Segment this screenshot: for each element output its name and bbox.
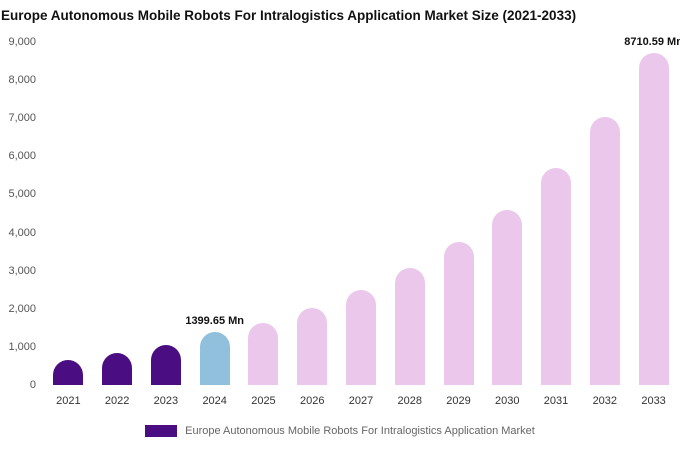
- bar-column-2021: [44, 42, 93, 385]
- x-tick-2031: 2031: [543, 395, 569, 407]
- bar-2032: [589, 116, 620, 385]
- y-tick-1,000: 1,000: [8, 340, 36, 353]
- y-axis: 0 1,000 2,000 3,000 4,000 5,000 6,000 7,000 8,00…: [0, 36, 36, 391]
- x-tick-2027: 2027: [348, 395, 374, 407]
- x-tick-2030: 2030: [495, 395, 520, 407]
- x-tick-2033: 2033: [641, 395, 666, 407]
- legend-label: Europe Autonomous Mobile Robots For Intr…: [185, 425, 535, 437]
- x-tick-2026: 2026: [299, 395, 325, 407]
- bar-column-2026: [288, 42, 337, 385]
- x-tick-2021: 2021: [56, 395, 81, 407]
- x-tick-2029: 2029: [446, 395, 471, 407]
- bar-2031: [541, 167, 572, 385]
- bar-2028: [394, 267, 425, 385]
- x-axis: 2021 2022 2023 2024 2025 2026 2027 2028 2029 2030…: [44, 395, 678, 407]
- bar-column-2027: [337, 42, 386, 385]
- y-tick-0: 0: [29, 379, 36, 391]
- legend-swatch-icon: [145, 425, 178, 437]
- y-tick-4,000: 4,000: [8, 226, 36, 239]
- x-tick-2023: 2023: [153, 395, 179, 407]
- bar-column-2023: [142, 42, 191, 385]
- bar-2025: [248, 322, 279, 385]
- bar-2033: 8710.59 Mn: [624, 36, 680, 385]
- data-label-2024: 1399.65 Mn: [185, 314, 245, 327]
- bar-column-2022: [93, 42, 142, 385]
- y-tick-7,000: 7,000: [8, 112, 36, 125]
- y-tick-2,000: 2,000: [8, 302, 36, 315]
- bar-2022: [102, 352, 133, 385]
- data-label-2033: 8710.59 Mn: [624, 36, 680, 49]
- y-tick-6,000: 6,000: [8, 150, 36, 163]
- bar-2021: [53, 359, 84, 385]
- x-tick-2028: 2028: [397, 395, 422, 407]
- x-tick-2032: 2032: [592, 395, 618, 407]
- bar-2029: [443, 241, 474, 385]
- y-tick-8,000: 8,000: [8, 74, 36, 87]
- bar-2024: 1399.65 Mn: [185, 315, 244, 385]
- bar-2023: [150, 344, 181, 385]
- bar-2027: [345, 290, 376, 385]
- legend: Europe Autonomous Mobile Robots For Intr…: [0, 425, 680, 437]
- bar-column-2025: [239, 42, 288, 385]
- chart-title: Europe Autonomous Mobile Robots For Intr…: [1, 8, 577, 23]
- bar-2026: [297, 308, 328, 385]
- y-tick-9,000: 9,000: [8, 36, 36, 48]
- x-tick-2024: 2024: [202, 395, 227, 407]
- x-tick-2022: 2022: [104, 395, 130, 407]
- plot-area: 1399.65 Mn 8710.59 Mn: [44, 36, 680, 385]
- bar-column-2031: [532, 42, 581, 385]
- y-tick-3,000: 3,000: [8, 264, 36, 277]
- bar-column-2030: [483, 42, 532, 385]
- bar-column-2033: 8710.59 Mn: [624, 36, 680, 385]
- bar-2030: [492, 209, 523, 385]
- y-tick-5,000: 5,000: [8, 188, 36, 201]
- bar-column-2032: [580, 42, 629, 385]
- x-tick-2025: 2025: [251, 395, 276, 407]
- bar-column-2029: [434, 42, 483, 385]
- bar-column-2024: 1399.65 Mn: [185, 42, 244, 385]
- bar-column-2028: [385, 42, 434, 385]
